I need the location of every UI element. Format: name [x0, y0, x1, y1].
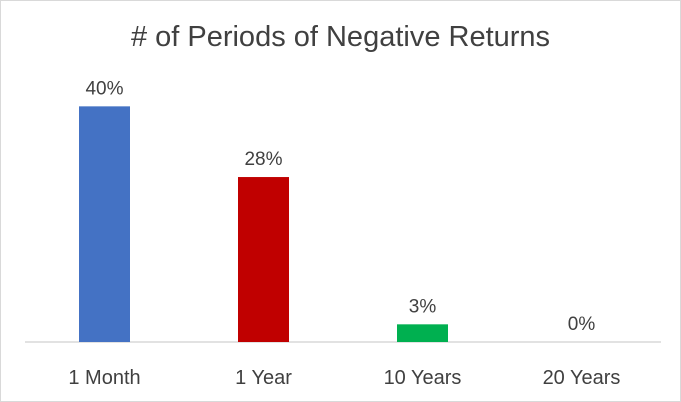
bar-1-year [238, 177, 289, 342]
bar-1-month [79, 106, 130, 342]
x-tick-label: 1 Year [235, 367, 292, 389]
x-tick-label: 20 Years [543, 367, 621, 389]
data-label: 3% [409, 296, 437, 317]
x-tick-label: 1 Month [68, 367, 140, 389]
chart-title: # of Periods of Negative Returns [130, 21, 551, 53]
data-label: 28% [244, 149, 282, 170]
bar-10-years [397, 324, 448, 342]
data-label: 40% [85, 78, 123, 99]
x-tick-label: 10 Years [384, 367, 462, 389]
data-label: 0% [568, 314, 596, 335]
